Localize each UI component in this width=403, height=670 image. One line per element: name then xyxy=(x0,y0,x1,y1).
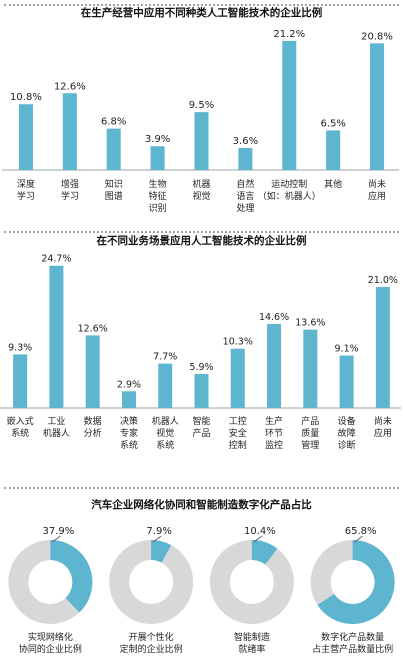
donut-leader-0 xyxy=(52,535,61,543)
chart1-category-label-4: 机器视觉 xyxy=(192,178,210,202)
donut-value-label-0: 37.9% xyxy=(42,526,74,537)
chart1-category-label-5: 自然语言处理 xyxy=(236,178,254,214)
chart2-value-label-8: 13.6% xyxy=(295,318,325,329)
chart2-value-label-10: 21.0% xyxy=(368,275,398,286)
chart2-bar-3 xyxy=(121,391,136,408)
chart2-value-label-0: 9.3% xyxy=(8,342,32,353)
chart3-donuts: 37.9% 实现网络化协同的企业比例 7.9% 开展个性化定制的企业比例 10.4% 智能… xyxy=(8,526,395,655)
chart2-bar-1 xyxy=(49,265,64,408)
chart2-bar-4 xyxy=(158,363,173,408)
donut-leader-3 xyxy=(354,535,363,543)
donut-slice-3 xyxy=(317,540,395,624)
chart1-value-label-4: 9.5% xyxy=(189,100,214,111)
chart2-bar-2 xyxy=(85,335,100,408)
chart1-bar-2 xyxy=(106,128,121,170)
donut-leader-1 xyxy=(152,535,162,543)
chart2-bar-10 xyxy=(375,287,390,408)
chart1-value-label-0: 10.8% xyxy=(10,92,42,103)
chart2-bar-7 xyxy=(267,323,282,408)
chart2-bar-8 xyxy=(303,329,318,408)
chart1-bar-6 xyxy=(282,40,297,170)
chart2-category-label-4: 机器人视觉系统 xyxy=(152,415,179,451)
donut-category-label-2: 智能制造就绪率 xyxy=(234,631,270,655)
chart2-title: 在不同业务场景应用人工智能技术的企业比例 xyxy=(96,235,307,247)
chart1-bar-4 xyxy=(194,112,209,170)
donut-value-label-2: 10.4% xyxy=(244,526,276,537)
chart1-bar-5 xyxy=(238,148,253,170)
donut-value-label-3: 65.8% xyxy=(345,526,377,537)
chart2-category-label-10: 尚未应用 xyxy=(374,415,392,439)
chart1-ai-tech-types: 10.8% 深度学习 12.6% 增强学习 6.8% 知识图谱 3.9% 生物特征识别 9.5%… xyxy=(2,29,399,214)
chart1-bar-0 xyxy=(18,104,33,170)
chart2-business-scenarios: 9.3% 嵌入式系统 24.7% 工业机器人 12.6% 数据分析 2.9% 决策专家系统 7.… xyxy=(0,254,401,451)
chart2-category-label-7: 生产环节监控 xyxy=(265,415,283,451)
chart2-value-label-6: 10.3% xyxy=(223,337,253,348)
chart2-value-label-2: 12.6% xyxy=(78,323,108,334)
chart1-bar-8 xyxy=(370,43,385,170)
donut-category-label-0: 实现网络化协同的企业比例 xyxy=(19,631,82,655)
chart1-title: 在生产经营中应用不同种类人工智能技术的企业比例 xyxy=(80,7,323,19)
chart2-category-label-1: 工业机器人 xyxy=(43,416,70,439)
donut-leader-2 xyxy=(253,535,263,543)
chart1-value-label-5: 3.6% xyxy=(233,136,258,147)
chart2-category-label-5: 智能产品 xyxy=(192,415,210,439)
chart2-value-label-1: 24.7% xyxy=(41,254,71,265)
chart1-value-label-2: 6.8% xyxy=(101,117,126,128)
chart3-title: 汽车企业网络化协同和智能制造数字化产品占比 xyxy=(91,499,312,511)
chart2-value-label-3: 2.9% xyxy=(117,379,141,390)
chart1-category-label-7: 其他 xyxy=(324,178,342,190)
chart2-category-label-6: 工控安全控制 xyxy=(229,415,247,451)
chart2-bar-0 xyxy=(13,354,28,408)
chart1-value-label-8: 20.8% xyxy=(361,31,393,42)
chart2-category-label-2: 数据分析 xyxy=(84,415,102,439)
chart2-bar-6 xyxy=(230,348,245,408)
chart1-category-label-6: 运动控制（如：机器人） xyxy=(258,178,321,202)
donut-slice-2 xyxy=(251,540,278,565)
chart2-bar-5 xyxy=(194,374,209,408)
chart2-value-label-9: 9.1% xyxy=(335,344,359,355)
chart1-category-label-0: 深度学习 xyxy=(17,178,35,202)
middle-divider-2 xyxy=(4,487,399,489)
donut-value-label-1: 7.9% xyxy=(146,526,171,537)
chart2-value-label-7: 14.6% xyxy=(259,312,289,323)
top-divider xyxy=(4,4,399,6)
chart1-category-label-3: 生物特征识别 xyxy=(149,178,167,214)
chart1-value-label-7: 6.5% xyxy=(320,118,345,129)
chart2-category-label-9: 设备故障诊断 xyxy=(338,415,356,451)
chart1-category-label-1: 增强学习 xyxy=(61,178,79,202)
chart1-value-label-3: 3.9% xyxy=(145,134,170,145)
chart2-category-label-8: 产品质量管理 xyxy=(301,415,319,451)
chart1-value-label-6: 21.2% xyxy=(273,29,305,40)
middle-divider-1 xyxy=(4,231,399,233)
chart2-value-label-4: 7.7% xyxy=(153,352,177,363)
chart1-bar-7 xyxy=(326,130,341,170)
chart2-bar-9 xyxy=(339,355,354,408)
chart2-value-label-5: 5.9% xyxy=(189,362,213,373)
donut-slice-0 xyxy=(49,540,93,613)
donut-slice-1 xyxy=(150,540,172,563)
chart1-value-label-1: 12.6% xyxy=(54,81,86,92)
chart2-category-label-0: 嵌入式系统 xyxy=(7,415,34,439)
chart1-bar-3 xyxy=(150,146,165,170)
chart1-category-label-8: 尚未应用 xyxy=(368,178,386,202)
chart1-bar-1 xyxy=(62,93,77,170)
chart2-category-label-3: 决策专家系统 xyxy=(120,415,138,451)
chart1-category-label-2: 知识图谱 xyxy=(105,178,123,202)
donut-category-label-3: 数字化产品数量占主营产品数量比例 xyxy=(312,631,393,655)
donut-category-label-1: 开展个性化定制的企业比例 xyxy=(120,631,183,655)
